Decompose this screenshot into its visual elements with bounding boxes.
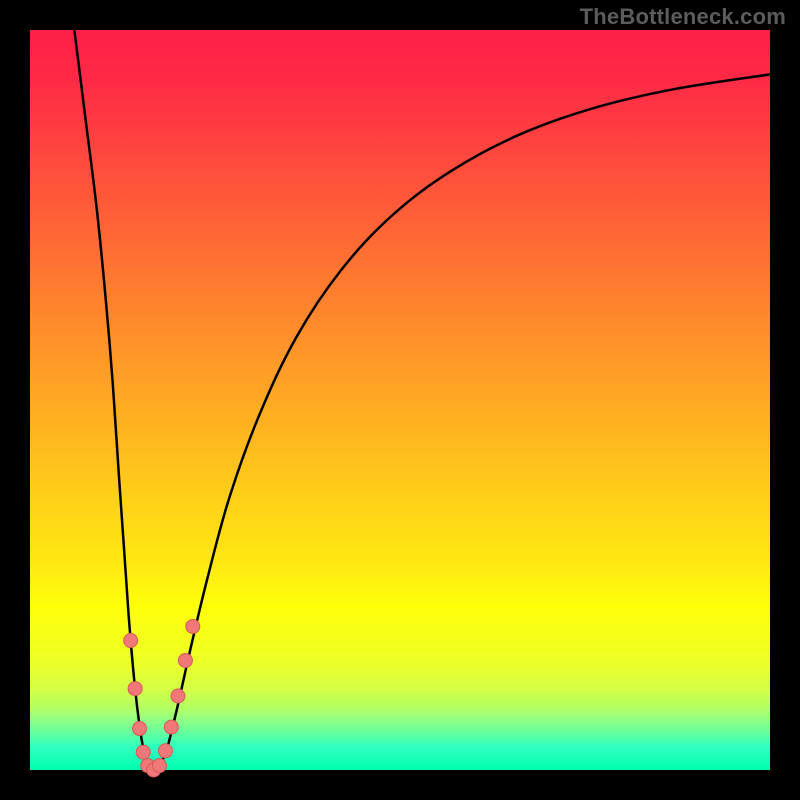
data-marker bbox=[158, 744, 172, 758]
data-marker bbox=[178, 653, 192, 667]
data-marker bbox=[128, 682, 142, 696]
data-marker bbox=[133, 722, 147, 736]
data-marker bbox=[164, 720, 178, 734]
bottleneck-chart bbox=[0, 0, 800, 800]
data-marker bbox=[136, 745, 150, 759]
chart-gradient-background bbox=[30, 30, 770, 770]
chart-container: { "watermark": { "text": "TheBottleneck.… bbox=[0, 0, 800, 800]
data-marker bbox=[186, 619, 200, 633]
data-marker bbox=[124, 634, 138, 648]
data-marker bbox=[171, 689, 185, 703]
watermark-text: TheBottleneck.com bbox=[580, 4, 786, 30]
data-marker bbox=[153, 759, 167, 773]
